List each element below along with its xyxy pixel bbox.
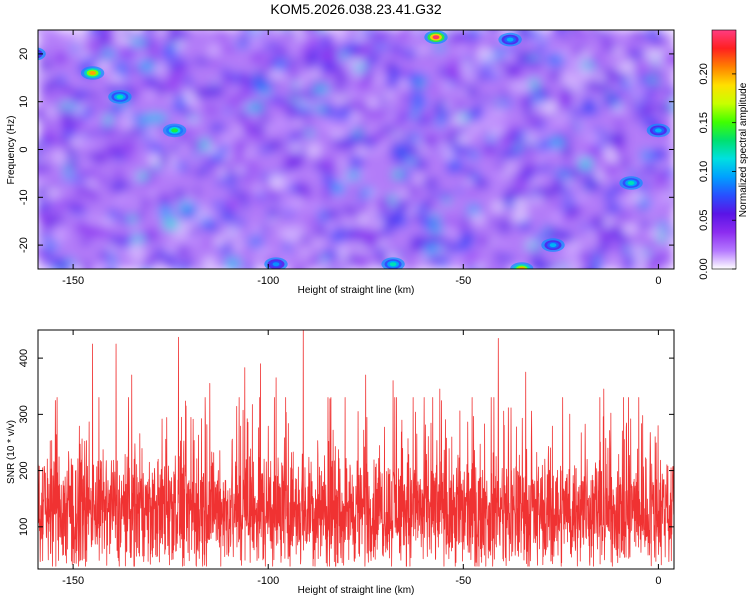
heatmap-hotspot [655,128,662,133]
x-tick-label: -50 [455,575,471,587]
colorbar: 0.00 0.05 0.10 0.15 0.20 Normalized spectral… [698,29,749,280]
heatmap-hotspot [171,128,179,133]
colorbar-ticks: 0.00 0.05 0.10 0.15 0.20 [698,63,736,280]
snr-x-axis-label: Height of straight line (km) [298,585,415,596]
y-tick-label: 400 [18,349,30,367]
colorbar-tick-label: 0.00 [698,258,710,279]
heatmap-hotspot [506,37,514,42]
colorbar-tick-label: 0.20 [698,63,710,84]
heatmap-y-axis-label: Frequency (Hz) [6,116,17,185]
colorbar-tick-label: 0.05 [698,210,710,231]
x-tick-label: 0 [655,575,661,587]
snr-x-ticks: -150 -100 -50 0 [62,330,661,587]
heatmap-hotspot [432,35,440,40]
heatmap-field [38,30,674,269]
heatmap-hotspot [272,262,280,267]
x-tick-label: -150 [62,275,84,287]
x-tick-label: -50 [455,275,471,287]
chart-title: KOM5.2026.038.23.41.G32 [270,1,441,17]
y-tick-label: -20 [18,237,30,253]
colorbar-tick-label: 0.15 [698,112,710,133]
y-tick-label: -10 [18,189,30,205]
y-tick-label: 300 [18,405,30,423]
x-tick-label: -100 [257,275,279,287]
snr-frame [37,329,675,570]
snr-y-axis-label: SNR (10 * v/v) [6,420,17,484]
colorbar-gradient [712,30,736,269]
colorbar-tick-label: 0.10 [698,161,710,182]
heatmap-hotspot [389,262,397,267]
colorbar-label: Normalized spectral amplitude [738,82,749,217]
snr-y-ticks: 100 200 300 400 [18,349,674,536]
colorbar-frame [711,29,737,270]
x-tick-label: -100 [257,575,279,587]
x-tick-label: 0 [655,275,661,287]
heatmap-hotspot [627,181,635,185]
heatmap-hotspot [31,52,38,56]
heatmap-hotspot [89,71,96,75]
heatmap-hotspot [116,94,124,99]
y-tick-label: 200 [18,461,30,479]
snr-panel: -150 -100 -50 0 100 200 300 400 Height of stra… [6,329,675,596]
heatmap-hotspots [31,30,671,269]
snr-series-line [38,330,674,567]
heatmap-x-ticks: -150 -100 -50 0 [62,30,661,287]
heatmap-x-axis-label: Height of straight line (km) [298,285,415,296]
heatmap-hotspot [549,243,557,248]
y-tick-label: 100 [18,518,30,536]
y-tick-label: 20 [18,48,30,60]
x-tick-label: -150 [62,575,84,587]
y-tick-label: 10 [18,96,30,108]
heatmap-y-ticks: -20 -10 0 10 20 [18,48,674,253]
y-tick-label: 0 [18,146,30,152]
